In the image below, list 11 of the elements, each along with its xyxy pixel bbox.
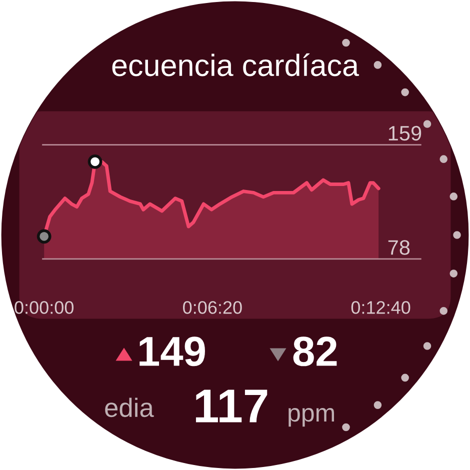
- y-tick-label: 159: [388, 126, 422, 141]
- x-tick-label: 0:00:00: [14, 301, 74, 314]
- x-tick-label: 0:06:20: [183, 301, 242, 314]
- chart-title: ecuencia cardíaca: [112, 53, 360, 76]
- text: edia: [105, 398, 154, 418]
- text: 82: [293, 336, 337, 366]
- x-tick-label: 0:12:40: [351, 301, 410, 314]
- text: ppm: [288, 408, 334, 427]
- y-tick-label: 78: [388, 240, 410, 255]
- text: 117: [196, 390, 268, 422]
- text: 149: [140, 336, 205, 366]
